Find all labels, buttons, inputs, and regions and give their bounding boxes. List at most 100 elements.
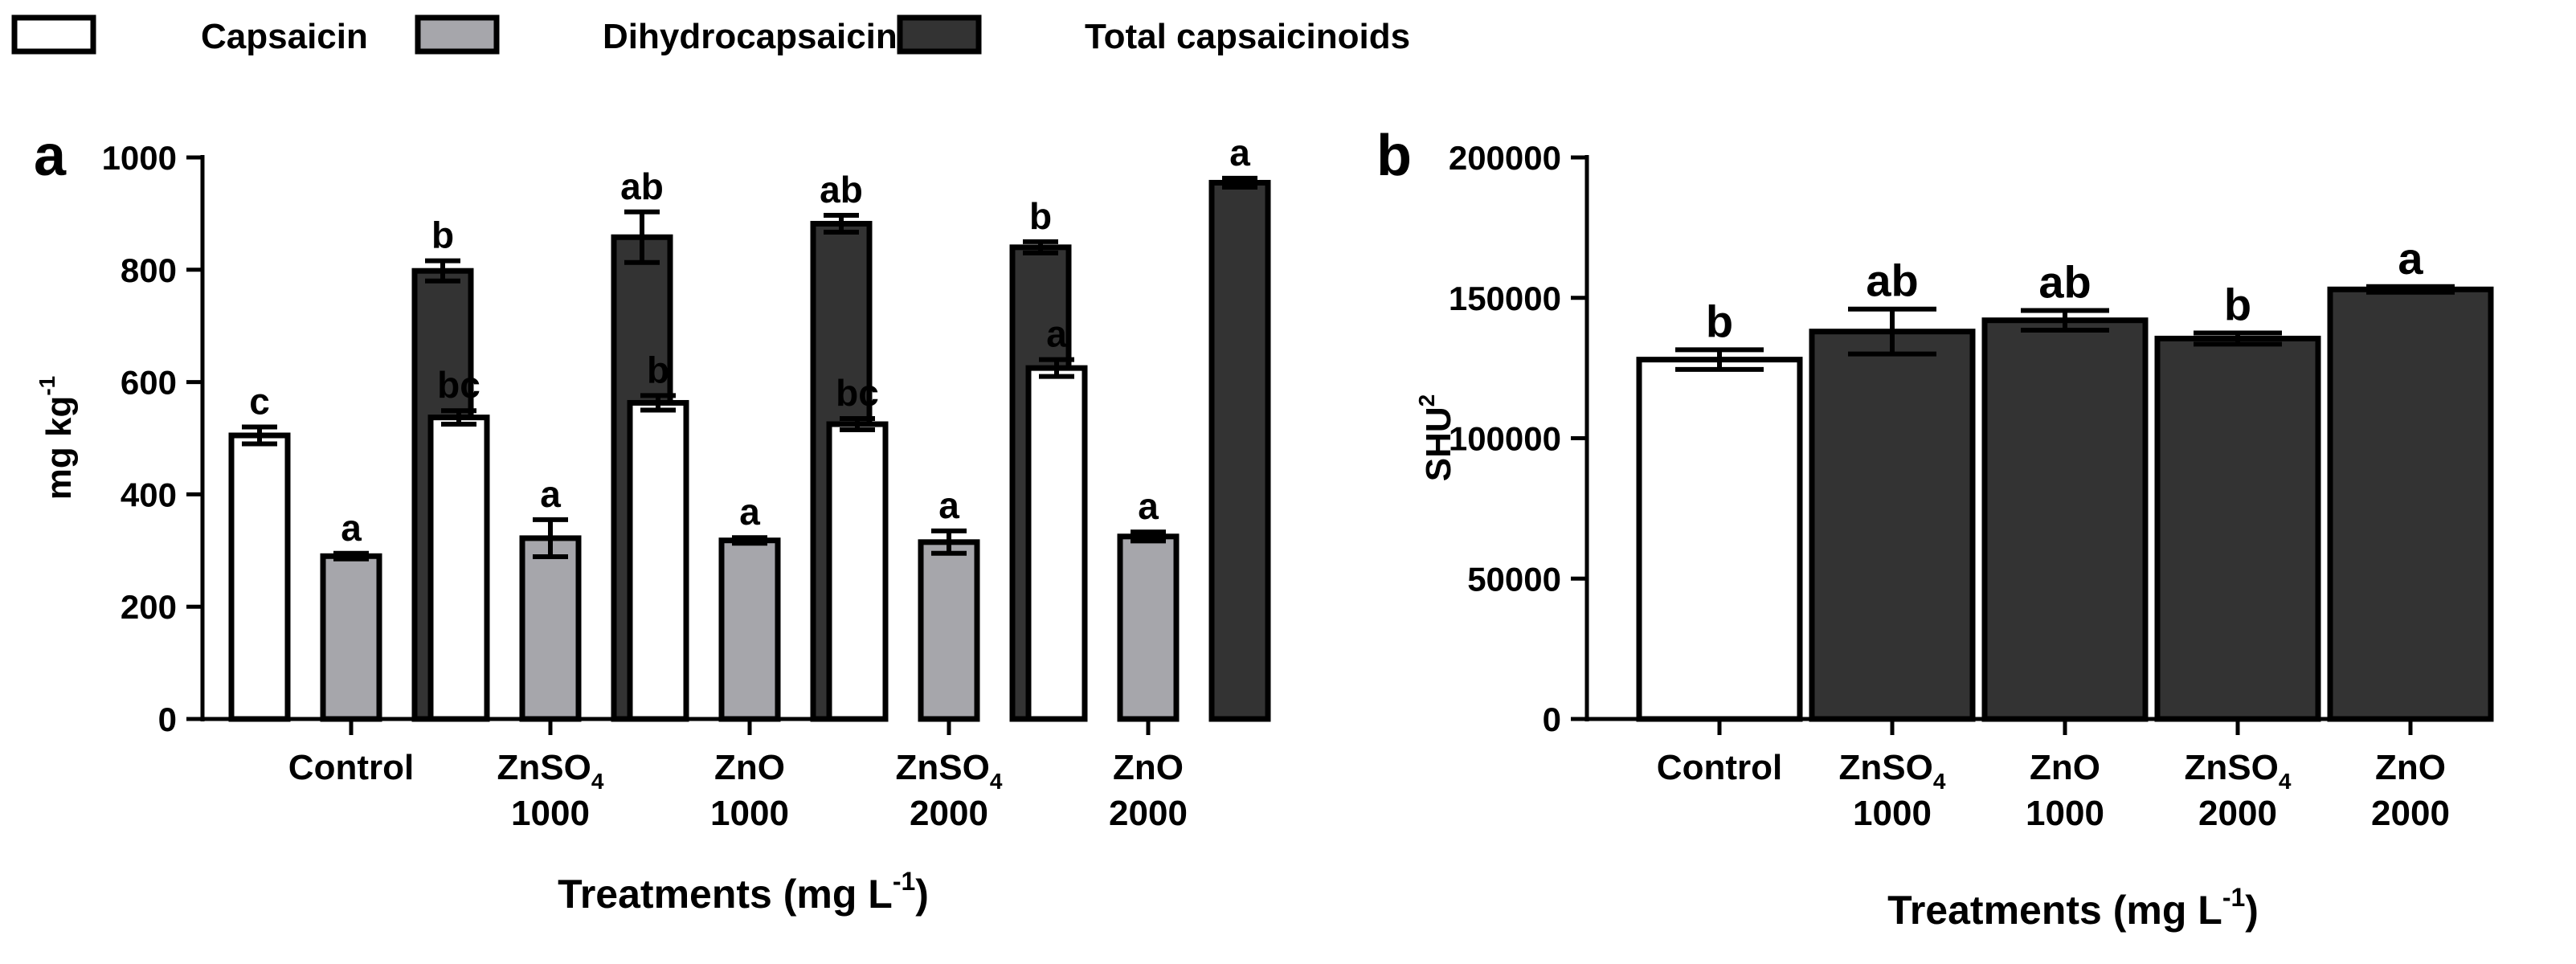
y-axis-label: SHU2 [1414, 394, 1458, 481]
y-axis-label-text: SHU [1419, 406, 1458, 481]
x-axis-title: Treatments (mg L-1) [1887, 883, 2259, 933]
panel-label: b [1376, 124, 1412, 188]
y-tick-label: 200000 [1449, 139, 1561, 177]
bar [918, 539, 980, 722]
legend-label: Total capsaicinoids [1085, 17, 1410, 56]
x-axis-title-close: ) [2245, 888, 2259, 933]
y-tick-label: 50000 [1467, 560, 1561, 598]
significance-letter: b [431, 214, 454, 256]
x-axis-title-superscript: -1 [2222, 883, 2245, 912]
category-label-line2: 2000 [2198, 794, 2277, 833]
x-axis-title-close: ) [915, 872, 929, 917]
category-label-line2: 1000 [1853, 794, 1932, 833]
significance-letter: ab [1866, 255, 1918, 306]
category-label-subscript: 4 [591, 769, 604, 794]
y-tick-label: 800 [121, 251, 177, 289]
legend-label: Capsaicin [201, 17, 368, 56]
y-axis-label: mg kg-1 [35, 376, 79, 500]
category-label: Control [288, 748, 414, 787]
legend-swatch [897, 14, 982, 55]
significance-letter: bc [437, 364, 480, 406]
y-tick-label: 0 [1543, 701, 1561, 738]
category-label-text: ZnSO [2185, 748, 2279, 787]
chart-panel-b: b050000100000150000200000SHU2bControlabZ… [1376, 124, 2494, 933]
legend-label: Dihydrocapsaicin [603, 17, 898, 56]
significance-letter: bc [836, 372, 879, 414]
y-axis-label-text: mg kg [39, 396, 79, 500]
significance-letter: a [1046, 313, 1067, 355]
category-label-line2: 1000 [2026, 794, 2104, 833]
category-label-text: ZnO [2375, 748, 2446, 787]
significance-letter: b [2224, 279, 2251, 329]
significance-letter: a [540, 473, 561, 515]
bar [1117, 533, 1180, 722]
category-label: ZnSO4 [896, 748, 1003, 794]
significance-letter: c [249, 381, 270, 423]
y-tick-label: 400 [121, 476, 177, 513]
bar [519, 535, 582, 722]
category-label-text: ZnSO [896, 748, 990, 787]
y-axis-label-superscript: -1 [35, 376, 59, 396]
bar [1208, 179, 1271, 722]
significance-letter: a [1138, 485, 1159, 527]
bar [1981, 317, 2149, 722]
category-label-subscript: 4 [2279, 769, 2292, 794]
bar [427, 415, 490, 722]
bar [1025, 365, 1088, 722]
category-label-line2: 2000 [910, 794, 988, 833]
y-tick-label: 1000 [102, 139, 177, 177]
x-axis-title: Treatments (mg L-1) [558, 867, 929, 917]
panel-label: a [34, 124, 67, 188]
category-label: ZnO [1113, 748, 1184, 787]
category-label-line2: 1000 [511, 794, 590, 833]
bar [627, 399, 689, 722]
legend-swatch [415, 14, 500, 55]
bar [228, 432, 291, 722]
bar [1636, 357, 1803, 722]
significance-letter: a [1229, 132, 1250, 174]
category-label-subscript: 4 [1933, 769, 1946, 794]
category-label: ZnO [2030, 748, 2100, 787]
significance-letter: b [1706, 296, 1733, 346]
bar [826, 421, 889, 722]
bar [718, 537, 781, 722]
y-tick-label: 150000 [1449, 280, 1561, 317]
category-label-line2: 1000 [710, 794, 789, 833]
x-axis-title-text: Treatments (mg L [1887, 888, 2222, 933]
x-axis-title-text: Treatments (mg L [558, 872, 893, 917]
significance-letter: ab [2038, 256, 2091, 307]
category-label: ZnSO4 [497, 748, 604, 794]
significance-letter: ab [820, 169, 863, 210]
significance-letter: a [739, 491, 760, 533]
category-label-text: Control [288, 748, 414, 787]
y-tick-label: 600 [121, 364, 177, 402]
category-label: Control [1657, 748, 1782, 787]
significance-letter: b [647, 349, 669, 390]
category-label: ZnO [2375, 748, 2446, 787]
category-label-subscript: 4 [990, 769, 1003, 794]
category-label-line2: 2000 [1109, 794, 1188, 833]
category-label: ZnSO4 [2185, 748, 2292, 794]
category-label-text: ZnO [2030, 748, 2100, 787]
category-label: ZnSO4 [1839, 748, 1946, 794]
significance-letter: a [2398, 233, 2423, 284]
bar [2327, 286, 2494, 722]
y-axis-label-superscript: 2 [1414, 394, 1439, 407]
bar [2154, 335, 2321, 722]
bar [1809, 329, 1976, 722]
category-label-text: ZnSO [1839, 748, 1933, 787]
y-tick-label: 200 [121, 588, 177, 626]
x-axis-title-superscript: -1 [893, 867, 915, 896]
category-label-text: ZnO [1113, 748, 1184, 787]
significance-letter: b [1029, 195, 1052, 237]
significance-letter: a [341, 507, 362, 549]
category-label-text: ZnO [714, 748, 785, 787]
legend: Capsaicin Dihydrocapsaicin Total capsaicin… [11, 14, 1410, 56]
y-tick-label: 100000 [1449, 420, 1561, 458]
category-label-text: Control [1657, 748, 1782, 787]
significance-letter: a [938, 484, 959, 526]
category-label-text: ZnSO [497, 748, 591, 787]
y-tick-label: 0 [158, 701, 177, 738]
bar [320, 553, 382, 722]
significance-letter: ab [620, 165, 664, 207]
